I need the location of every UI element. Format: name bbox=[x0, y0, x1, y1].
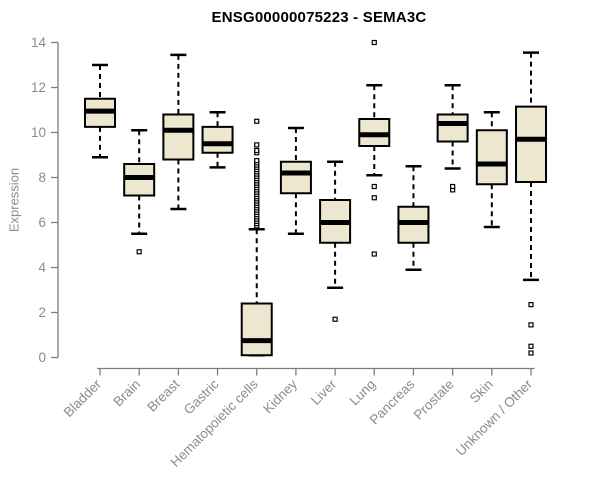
y-tick-label: 4 bbox=[38, 260, 46, 275]
outlier-point bbox=[528, 302, 534, 308]
iqr-box bbox=[240, 302, 273, 357]
iqr-box bbox=[515, 105, 547, 183]
iqr-box bbox=[162, 113, 195, 161]
outlier-point bbox=[254, 142, 260, 148]
outlier-point bbox=[254, 158, 260, 164]
y-tick-label: 8 bbox=[38, 170, 46, 185]
outlier-point bbox=[371, 39, 377, 46]
box-prostate bbox=[436, 84, 469, 193]
x-category-label: Lung bbox=[347, 377, 379, 409]
chart-title: ENSG00000075223 - SEMA3C bbox=[211, 9, 427, 26]
iqr-box bbox=[475, 129, 508, 186]
box-unknown-other bbox=[515, 51, 547, 356]
outlier-point bbox=[371, 195, 377, 201]
outlier-point bbox=[332, 316, 338, 322]
box-bladder bbox=[84, 63, 116, 159]
outlier-point bbox=[528, 322, 534, 328]
y-tick-label: 6 bbox=[38, 215, 46, 230]
outlier-point bbox=[254, 147, 260, 154]
x-category-label: Breast bbox=[144, 376, 182, 414]
x-category-label: Bladder bbox=[61, 376, 105, 420]
box-skin bbox=[475, 111, 508, 229]
box-pancreas bbox=[397, 165, 430, 271]
x-category-label: Brain bbox=[110, 377, 143, 410]
outlier-point bbox=[450, 183, 456, 190]
y-axis-label: Expression bbox=[6, 167, 22, 233]
outlier-point bbox=[528, 350, 534, 356]
outlier-point bbox=[371, 183, 377, 190]
outlier-point bbox=[254, 118, 260, 124]
iqr-box bbox=[279, 160, 312, 195]
x-category-label: Prostate bbox=[411, 377, 457, 423]
y-tick-label: 0 bbox=[38, 350, 46, 365]
x-category-label: Liver bbox=[308, 376, 340, 408]
x-category-label: Kidney bbox=[260, 376, 300, 416]
outlier-point bbox=[528, 343, 534, 349]
box-hematopoietic-cells bbox=[240, 118, 273, 357]
box-kidney bbox=[279, 126, 312, 235]
y-tick-label: 2 bbox=[38, 305, 46, 320]
box-gastric bbox=[201, 111, 234, 169]
box-liver bbox=[319, 160, 352, 322]
box-lung bbox=[358, 39, 391, 257]
y-tick-label: 10 bbox=[31, 125, 46, 140]
box-breast bbox=[162, 53, 195, 211]
iqr-box bbox=[201, 125, 234, 154]
outlier-point bbox=[136, 249, 142, 255]
iqr-box bbox=[436, 113, 469, 143]
box-brain bbox=[123, 129, 156, 255]
outlier-point bbox=[371, 251, 377, 257]
y-tick-label: 12 bbox=[31, 80, 46, 95]
x-category-label: Skin bbox=[467, 377, 496, 406]
y-tick-label: 14 bbox=[31, 35, 47, 50]
